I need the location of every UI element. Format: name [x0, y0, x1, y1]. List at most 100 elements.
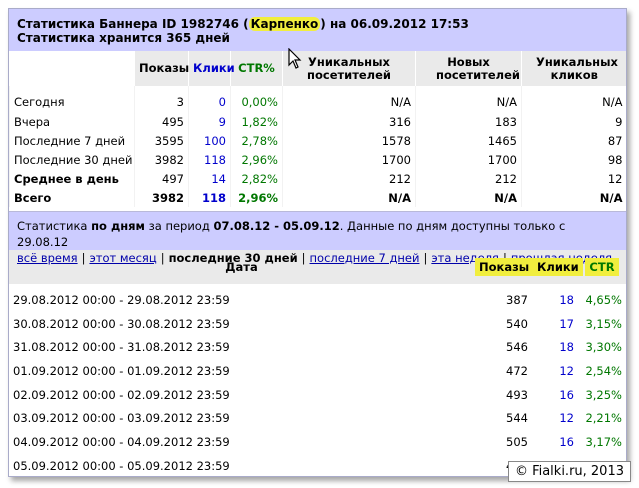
- daily-row-shows: 472: [506, 363, 528, 378]
- summary-row-label: Последние 30 дней: [9, 150, 135, 169]
- link-separator: |: [160, 251, 165, 265]
- summary-row-clicks: 9: [188, 112, 231, 131]
- summary-row-clicks: 14: [188, 169, 231, 188]
- summary-row-shows: 3982: [134, 150, 189, 169]
- daily-row-date: 30.08.2012 00:00 - 30.08.2012 23:59: [13, 316, 230, 331]
- period-link[interactable]: этот месяц: [89, 251, 157, 265]
- summary-row-shows: 495: [134, 112, 189, 131]
- summary-row-unique: 316: [282, 112, 416, 131]
- daily-row-date: 04.09.2012 00:00 - 04.09.2012 23:59: [13, 434, 230, 449]
- daily-row: 31.08.2012 00:00 - 31.08.2012 23:59 546 18…: [9, 335, 626, 359]
- retention-note: Статистика хранится 365 дней: [17, 31, 230, 45]
- daily-row-ctr: 2,21%: [585, 411, 622, 426]
- stats-header: Статистика Баннера ID 1982746 (Карпенко)…: [9, 9, 626, 51]
- summary-row-uclicks: N/A: [521, 86, 626, 112]
- summary-row-ctr: 1,82%: [230, 112, 283, 131]
- daily-col-ctr: CTR: [578, 250, 626, 284]
- summary-row-new: 212: [415, 169, 522, 188]
- daily-row-shows: 387: [506, 292, 528, 307]
- summary-row-uclicks: N/A: [521, 188, 626, 207]
- daily-row: 30.08.2012 00:00 - 30.08.2012 23:59 540 17…: [9, 312, 626, 336]
- daily-col-date: Дата: [9, 250, 474, 284]
- summary-row: Среднее в день 497 14 2,82% 212 212 12: [9, 169, 626, 188]
- summary-row-unique: N/A: [282, 86, 416, 112]
- period-link-active: последние 30 дней: [168, 251, 298, 265]
- summary-row-clicks: 118: [188, 150, 231, 169]
- daily-row-date: 02.09.2012 00:00 - 02.09.2012 23:59: [13, 387, 230, 402]
- period-link[interactable]: всё время: [17, 251, 78, 265]
- summary-row-clicks: 100: [188, 131, 231, 150]
- summary-row-label: Всего: [9, 188, 135, 207]
- summary-row: Вчера 495 9 1,82% 316 183 9: [9, 112, 626, 131]
- summary-col-shows: Показы: [134, 51, 189, 86]
- daily-row-clicks: 18: [559, 340, 574, 355]
- daily-row-date: 31.08.2012 00:00 - 31.08.2012 23:59: [13, 340, 230, 355]
- summary-row-ctr: 2,96%: [230, 150, 283, 169]
- link-separator: |: [423, 251, 428, 265]
- daily-row-date: 03.09.2012 00:00 - 03.09.2012 23:59: [13, 411, 230, 426]
- daily-row: 29.08.2012 00:00 - 29.08.2012 23:59 387 18…: [9, 284, 626, 312]
- daily-row-clicks: 18: [559, 292, 574, 307]
- daily-table: Дата Показы Клики CTR 29.08.2012 00:00 -…: [9, 250, 626, 476]
- daily-row-clicks: 12: [559, 363, 574, 378]
- summary-row-new: 1465: [415, 131, 522, 150]
- summary-row-shows: 3595: [134, 131, 189, 150]
- summary-row: Сегодня 3 0 0,00% N/A N/A N/A: [9, 86, 626, 112]
- summary-row-unique: 1700: [282, 150, 416, 169]
- daily-row: 02.09.2012 00:00 - 02.09.2012 23:59 493 16…: [9, 383, 626, 407]
- summary-row-label: Сегодня: [9, 86, 135, 112]
- link-separator: |: [301, 251, 306, 265]
- summary-row-unique: 212: [282, 169, 416, 188]
- summary-row-shows: 3982: [134, 188, 189, 207]
- summary-col-ctr: CTR%: [230, 51, 283, 86]
- summary-col-clicks: Клики: [188, 51, 235, 86]
- summary-row-label: Среднее в день: [9, 169, 135, 188]
- daily-row-clicks: 16: [559, 387, 574, 402]
- daily-row-date: 05.09.2012 00:00 - 05.09.2012 23:59: [13, 458, 230, 473]
- summary-row-clicks: 118: [188, 188, 231, 207]
- daily-row: 04.09.2012 00:00 - 04.09.2012 23:59 505 16…: [9, 430, 626, 454]
- summary-row-unique: N/A: [282, 188, 416, 207]
- daily-row-date: 29.08.2012 00:00 - 29.08.2012 23:59: [13, 292, 230, 307]
- daily-col-shows: Показы: [474, 250, 534, 284]
- link-separator: |: [81, 251, 86, 265]
- period-description: Статистика по дням за период 07.08.12 - …: [17, 219, 566, 249]
- period-bar: Статистика по дням за период 07.08.12 - …: [9, 212, 626, 265]
- daily-row-ctr: 3,25%: [585, 387, 622, 402]
- summary-row-ctr: 2,78%: [230, 131, 283, 150]
- summary-row-new: N/A: [415, 188, 522, 207]
- summary-row: Последние 7 дней 3595 100 2,78% 1578 1465 87: [9, 131, 626, 150]
- daily-row-shows: 493: [506, 387, 528, 402]
- daily-row-shows: 546: [506, 340, 528, 355]
- daily-row-ctr: 2,54%: [585, 363, 622, 378]
- summary-row-new: 1700: [415, 150, 522, 169]
- daily-row-shows: 505: [506, 434, 528, 449]
- daily-col-clicks: Клики: [532, 250, 583, 284]
- summary-row-shows: 3: [134, 86, 189, 112]
- daily-row-ctr: 3,30%: [585, 340, 622, 355]
- summary-row-uclicks: 12: [521, 169, 626, 188]
- summary-row-shows: 497: [134, 169, 189, 188]
- summary-row-ctr: 0,00%: [230, 86, 283, 112]
- summary-row-ctr: 2,96%: [230, 188, 283, 207]
- section-divider: [9, 207, 626, 212]
- summary-row-label: Вчера: [9, 112, 135, 131]
- daily-row-shows: 544: [506, 411, 528, 426]
- summary-row-uclicks: 98: [521, 150, 626, 169]
- daily-row-ctr: 3,15%: [585, 316, 622, 331]
- daily-row-ctr: 4,65%: [585, 292, 622, 307]
- daily-row-clicks: 12: [559, 411, 574, 426]
- summary-row-new: N/A: [415, 86, 522, 112]
- summary-col-label: [9, 51, 135, 86]
- summary-row-clicks: 0: [188, 86, 231, 112]
- daily-row-date: 01.09.2012 00:00 - 01.09.2012 23:59: [13, 363, 230, 378]
- summary-row-label: Последние 7 дней: [9, 131, 135, 150]
- banner-stats-panel: Статистика Баннера ID 1982746 (Карпенко)…: [8, 8, 627, 477]
- summary-col-unique: Уникальных посетителей: [282, 51, 416, 86]
- summary-row-uclicks: 87: [521, 131, 626, 150]
- period-link[interactable]: последние 7 дней: [309, 251, 420, 265]
- summary-row-uclicks: 9: [521, 112, 626, 131]
- summary-row-unique: 1578: [282, 131, 416, 150]
- summary-table: Показы Клики CTR% Уникальных посетителей…: [9, 51, 626, 207]
- daily-header-row: Дата Показы Клики CTR: [9, 250, 626, 284]
